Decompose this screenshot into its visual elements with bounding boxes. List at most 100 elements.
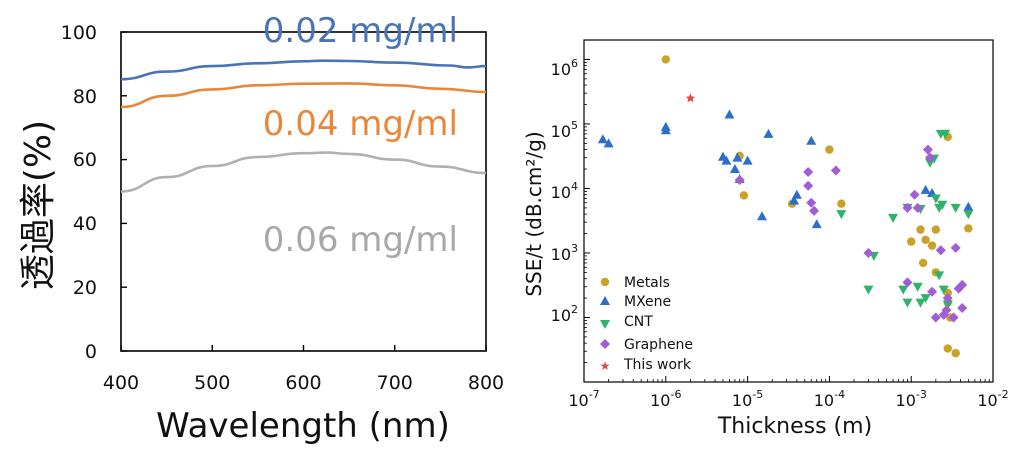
x-tick-label: 400 [103, 372, 139, 394]
point-mxene [732, 152, 743, 162]
legend-label-cnt: CNT [624, 314, 653, 330]
point-mxene [724, 109, 735, 119]
point-graphene [922, 144, 933, 155]
x-tick-label: 500 [194, 372, 230, 394]
y-axis: 0 20 40 60 80 100 [61, 22, 127, 363]
point-graphene [948, 312, 959, 323]
y-tick-label: 40 [73, 213, 97, 235]
point-cnt [898, 285, 909, 295]
point-metals [943, 344, 952, 353]
x-tick-label: 10-2 [977, 388, 1008, 410]
point-metals [837, 199, 846, 208]
point-graphene [806, 197, 817, 208]
point-mxene [742, 155, 753, 165]
x-tick-label: 10-7 [568, 388, 599, 410]
point-cnt [963, 210, 974, 220]
x-tick-label: 10-4 [814, 388, 845, 410]
point-mxene [729, 164, 740, 174]
series-line-0 [120, 59, 487, 81]
plot-frame [583, 39, 994, 383]
point-cnt [925, 158, 936, 168]
series-group [120, 59, 487, 193]
legend-marker-metals [600, 277, 610, 287]
x-tick-label: 600 [285, 372, 321, 394]
x-tick-label: 800 [468, 372, 504, 394]
point-cnt [942, 300, 953, 310]
point-cnt [930, 194, 941, 204]
point-mxene [763, 128, 774, 138]
point-metals [739, 191, 749, 200]
point-cnt [920, 294, 931, 304]
point-cnt [836, 210, 847, 220]
point-graphene [912, 202, 923, 213]
point-graphene [809, 205, 820, 216]
plot-frame [120, 31, 487, 352]
point-mxene [963, 201, 974, 211]
y-tick-label: 106 [551, 57, 578, 79]
point-cnt [950, 203, 961, 213]
point-mxene [660, 125, 671, 135]
point-metals [951, 348, 960, 358]
point-graphene [909, 189, 920, 200]
point-mxene [806, 135, 817, 145]
point-metals [921, 235, 930, 244]
point-cnt [937, 200, 948, 210]
y-axis-label: SSE/t (dB.cm²/g) [522, 131, 546, 296]
x-axis: 10-7 10-6 10-5 10-4 10-3 10-2 [568, 388, 1008, 410]
point-cnt [888, 213, 899, 223]
y-axis: 102 103 104 105 106 [551, 57, 578, 325]
y-tick-label: 0 [85, 341, 97, 363]
point-cnt [863, 285, 874, 295]
point-metals [931, 225, 941, 234]
legend-label-metals: Metals [624, 275, 670, 291]
y-tick-label: 20 [73, 277, 97, 299]
point-graphene [957, 279, 968, 290]
legend-marker-cnt [600, 320, 610, 329]
point-mxene [920, 184, 931, 194]
point-cnt [912, 282, 923, 292]
x-axis-label: Thickness (m) [717, 414, 872, 439]
legend: Metals MXene CNT Graphene ★ This work [600, 275, 693, 373]
point-mxene [721, 155, 732, 165]
sse-scatter-chart: 102 103 104 105 106 10-7 10-6 10-5 10-4 … [522, 39, 1009, 439]
point-cnt [940, 129, 951, 139]
point-metals [825, 145, 834, 154]
point-graphene [950, 242, 961, 253]
point-graphene [941, 305, 952, 316]
point-mxene [757, 211, 768, 221]
x-tick-label: 10-3 [896, 388, 927, 410]
point-cnt [934, 271, 945, 281]
legend-marker-this-work: ★ [600, 359, 611, 373]
x-tick-label: 10-5 [732, 388, 763, 410]
x-tick-label: 700 [377, 372, 413, 394]
point-cnt [902, 298, 913, 308]
point-graphene [902, 202, 913, 213]
transmittance-chart: 0 20 40 60 80 100 400 500 600 700 800 Wa… [18, 11, 504, 446]
y-tick-label: 104 [551, 180, 578, 202]
series-line-2 [120, 151, 487, 193]
point-graphene [927, 286, 938, 297]
point-mxene [811, 219, 822, 229]
series-label-0-04: 0.04 mg/ml [263, 104, 458, 144]
y-tick-label: 102 [551, 303, 578, 325]
y-axis-label: 透過率(%) [18, 120, 59, 290]
point-mxene [791, 189, 802, 199]
point-mxene [597, 134, 608, 144]
point-graphene [935, 245, 946, 256]
point-this-work [685, 93, 696, 103]
y-tick-label: 103 [551, 242, 578, 264]
point-metals [927, 241, 937, 250]
legend-label-mxene: MXene [624, 294, 671, 310]
legend-label-this-work: This work [623, 357, 692, 373]
legend-marker-graphene [600, 339, 610, 349]
point-metals [661, 55, 670, 64]
x-axis: 400 500 600 700 800 [103, 345, 504, 394]
log-ticks [583, 39, 994, 382]
point-cnt [938, 285, 949, 295]
point-graphene [734, 175, 745, 186]
y-tick-label: 80 [73, 86, 97, 108]
legend-marker-mxene [600, 296, 610, 305]
point-metals [916, 225, 925, 234]
point-graphene [803, 166, 814, 177]
